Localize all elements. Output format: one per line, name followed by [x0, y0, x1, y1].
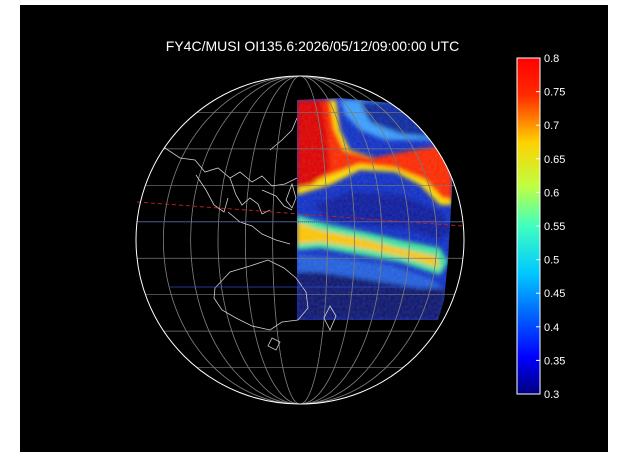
longitude-line	[217, 76, 383, 404]
colorbar-ticks: 0.8 0.75 0.7 0.65 0.6 0.55 0.5 0.45 0.4 0.35 0.3	[536, 53, 565, 401]
coastlines	[149, 117, 337, 351]
chart-title: FY4C/MUSI OI135.6:2026/05/12/09:00:00 UT…	[165, 38, 460, 54]
colorbar-tick-label: 0.8	[544, 53, 559, 65]
colorbar-tick-label: 0.4	[544, 322, 559, 334]
colorbar-tick-label: 0.75	[544, 87, 565, 99]
reference-lines	[136, 201, 464, 288]
longitude-line	[190, 76, 410, 404]
longitude-line	[244, 76, 356, 404]
globe-outline	[135, 75, 465, 405]
colorbar-tick-label: 0.3	[544, 389, 559, 401]
longitude-line	[272, 76, 328, 404]
colorbar-tick-label: 0.45	[544, 288, 565, 300]
colorbar-tick-label: 0.35	[544, 355, 565, 367]
colorbar-tick-label: 0.7	[544, 120, 559, 132]
heatmap-field	[297, 98, 452, 320]
colorbar-tick-label: 0.6	[544, 187, 559, 199]
colorbar-tick-label: 0.65	[544, 154, 565, 166]
colorbar-tick-label: 0.5	[544, 255, 559, 267]
longitude-line	[162, 76, 438, 404]
colorbar-tick-label: 0.55	[544, 221, 565, 233]
